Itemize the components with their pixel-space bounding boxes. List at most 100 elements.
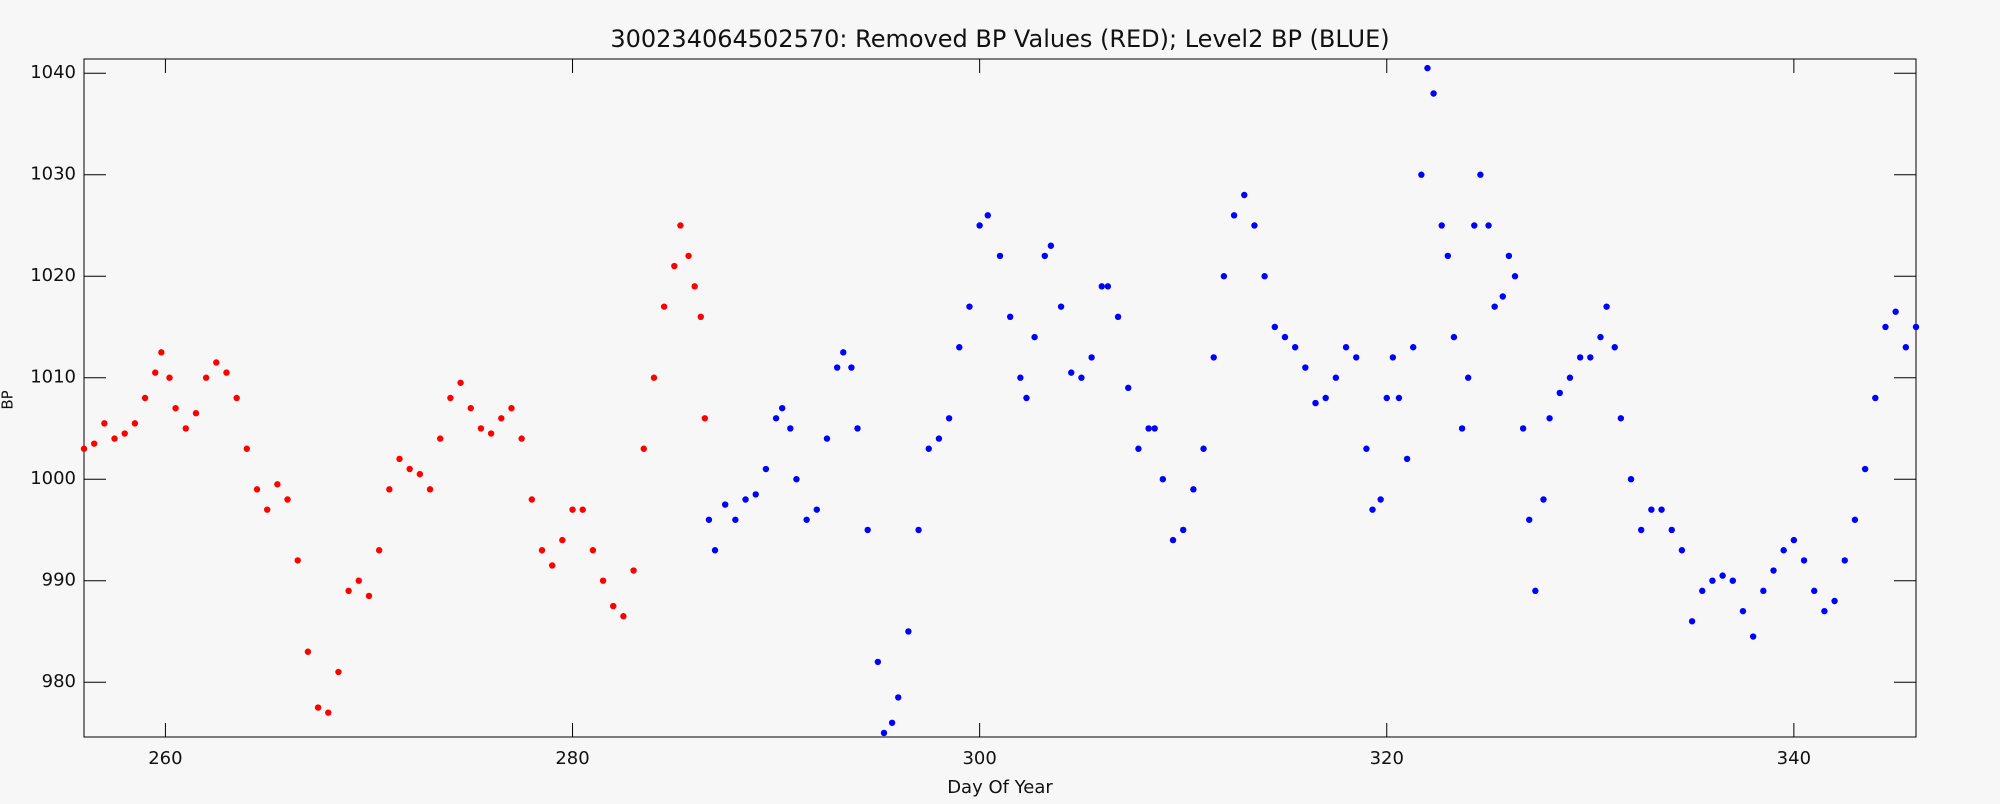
point — [243, 445, 251, 452]
point — [1383, 394, 1390, 402]
point — [599, 577, 607, 584]
point — [508, 404, 515, 412]
point — [620, 613, 627, 620]
point — [1648, 506, 1655, 513]
point — [1617, 415, 1625, 422]
point — [1281, 333, 1289, 341]
point — [1491, 303, 1498, 310]
point — [548, 562, 556, 569]
point — [416, 470, 424, 478]
point — [101, 420, 108, 427]
point — [762, 465, 770, 473]
point — [579, 506, 586, 513]
point — [1169, 536, 1177, 544]
point — [752, 491, 759, 498]
point — [1597, 333, 1604, 341]
point — [1078, 374, 1085, 381]
point — [304, 648, 312, 655]
point — [111, 435, 118, 442]
point — [840, 349, 847, 356]
point — [284, 496, 291, 503]
point — [1790, 536, 1798, 544]
point — [152, 369, 159, 376]
point — [1627, 475, 1635, 483]
point — [1739, 607, 1747, 615]
point — [1302, 364, 1309, 371]
point — [888, 719, 896, 726]
point — [1780, 547, 1787, 554]
point — [1485, 222, 1492, 229]
point — [1271, 323, 1279, 331]
point — [1841, 557, 1848, 564]
point — [1088, 354, 1095, 361]
point — [874, 658, 882, 666]
point — [823, 435, 831, 442]
x-axis-label: Day Of Year — [947, 777, 1053, 798]
point — [538, 547, 546, 554]
point — [1576, 354, 1584, 361]
point — [589, 547, 597, 554]
point — [935, 435, 943, 442]
point — [1135, 445, 1142, 452]
point — [1566, 374, 1574, 381]
point — [895, 694, 902, 701]
point — [528, 496, 536, 503]
point — [705, 516, 713, 523]
point — [711, 547, 719, 554]
point — [1068, 369, 1075, 376]
point — [984, 212, 991, 219]
point — [1241, 191, 1248, 199]
point — [477, 425, 485, 432]
point — [1395, 394, 1403, 402]
y-tick-label: 980 — [42, 671, 76, 692]
point — [793, 475, 800, 483]
point — [1125, 384, 1132, 392]
point — [192, 410, 200, 417]
point — [1587, 354, 1594, 361]
point — [202, 374, 210, 381]
point — [701, 415, 709, 422]
point — [1057, 303, 1065, 310]
y-tick-label: 1000 — [30, 468, 76, 489]
point — [121, 430, 128, 437]
point — [1458, 425, 1466, 432]
point — [1719, 572, 1726, 579]
x-tick-label: 340 — [1777, 748, 1811, 769]
point — [487, 430, 495, 437]
point — [1418, 171, 1425, 178]
point — [335, 668, 342, 676]
point — [1749, 633, 1757, 640]
x-tick-label: 280 — [555, 748, 589, 769]
point — [685, 252, 692, 260]
point — [1291, 344, 1299, 351]
point — [426, 486, 434, 493]
plot-frame — [83, 58, 1917, 738]
y-tick-label: 1020 — [30, 265, 76, 286]
point — [630, 567, 637, 574]
point — [213, 359, 220, 366]
point — [1540, 496, 1547, 503]
point — [1200, 445, 1207, 452]
point — [1912, 323, 1920, 331]
point — [406, 465, 413, 473]
point — [1511, 273, 1519, 280]
point — [697, 313, 704, 321]
point — [1023, 394, 1030, 402]
point — [1159, 475, 1167, 483]
point — [1611, 344, 1618, 351]
point — [1145, 425, 1152, 432]
point — [1861, 465, 1869, 473]
point — [854, 425, 861, 432]
point — [1017, 374, 1024, 381]
point — [467, 404, 474, 412]
point — [223, 369, 230, 376]
point — [1251, 222, 1258, 229]
point — [1230, 212, 1238, 219]
point — [742, 496, 749, 503]
point — [1041, 252, 1048, 260]
point — [650, 374, 658, 381]
point — [1261, 273, 1268, 280]
point — [1312, 399, 1319, 407]
